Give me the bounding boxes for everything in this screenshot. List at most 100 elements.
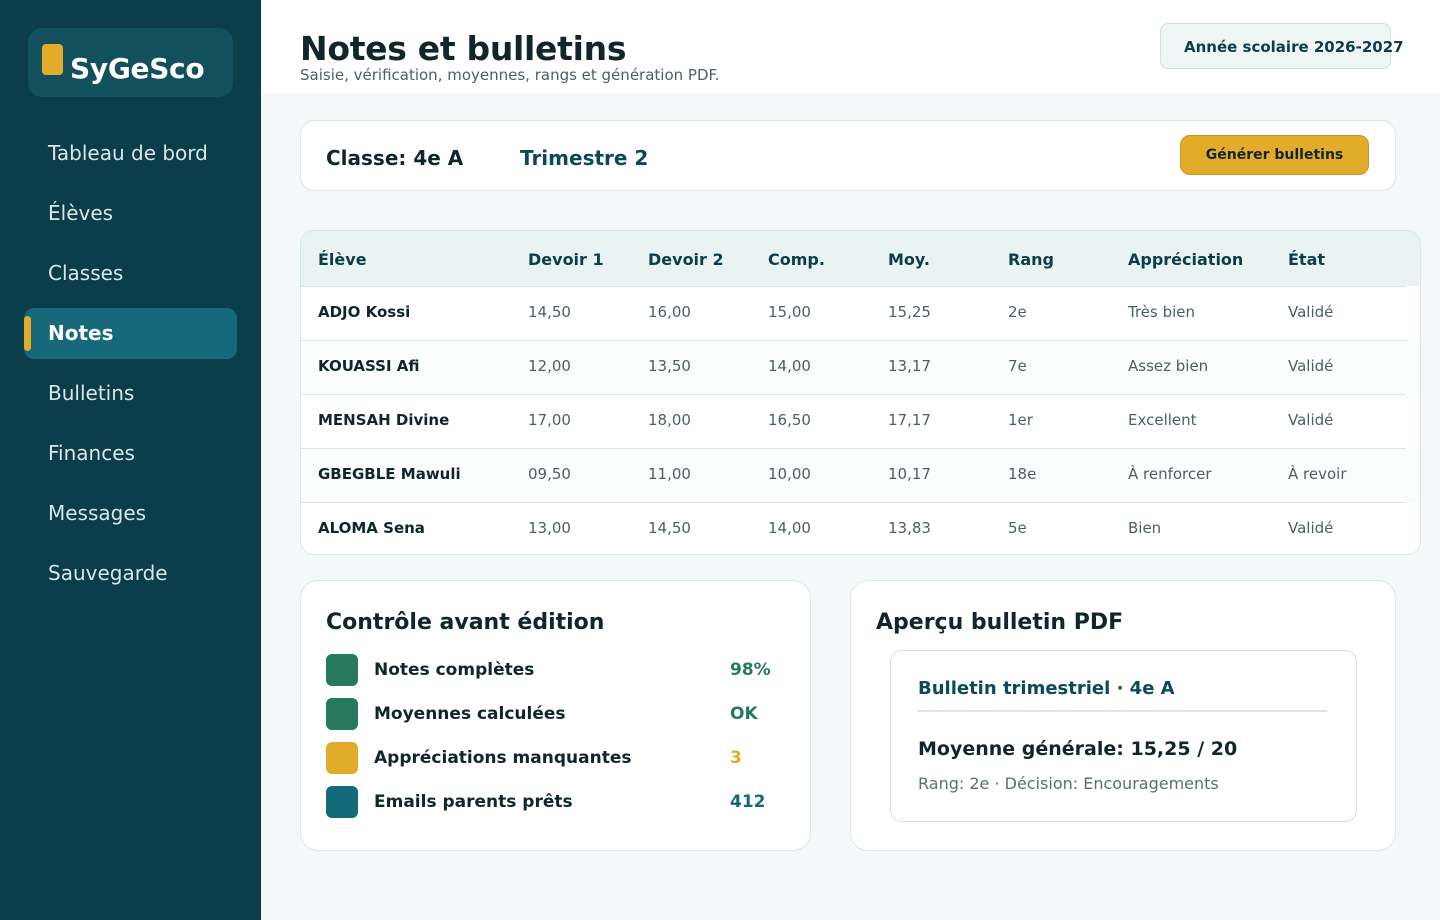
sidebar-item-backup[interactable]: Sauvegarde — [24, 548, 237, 599]
check-item-averages-computed[interactable]: Moyennes calculées OK — [326, 698, 776, 730]
pdf-preview-title: Aperçu bulletin PDF — [876, 610, 1124, 635]
column-header-average[interactable]: Moy. — [888, 250, 930, 269]
control-panel-title: Contrôle avant édition — [326, 610, 605, 635]
table-row[interactable]: GBEGBLE Mawuli 09,50 11,00 10,00 10,17 1… — [301, 448, 1420, 502]
average-grade: 10,17 — [888, 465, 931, 483]
appreciation[interactable]: À renforcer — [1128, 465, 1212, 483]
composition-grade[interactable]: 14,00 — [768, 357, 811, 375]
average-grade: 13,83 — [888, 519, 931, 537]
homework-2-grade[interactable]: 14,50 — [648, 519, 691, 537]
sidebar-item-notes[interactable]: Notes — [24, 308, 237, 359]
student-name: GBEGBLE Mawuli — [318, 465, 461, 483]
table-header: Élève Devoir 1 Devoir 2 Comp. Moy. Rang … — [301, 231, 1420, 286]
table-row[interactable]: KOUASSI Afi 12,00 13,50 14,00 13,17 7e A… — [301, 340, 1420, 394]
appreciation[interactable]: Bien — [1128, 519, 1162, 537]
homework-2-grade[interactable]: 16,00 — [648, 303, 691, 321]
column-header-student[interactable]: Élève — [318, 250, 367, 269]
status-badge: À revoir — [1288, 465, 1347, 483]
row-divider — [301, 394, 1406, 395]
bulletin-average: Moyenne générale: 15,25 / 20 — [918, 738, 1238, 760]
homework-1-grade[interactable]: 13,00 — [528, 519, 571, 537]
status-square-icon — [326, 654, 358, 686]
average-grade: 13,17 — [888, 357, 931, 375]
row-divider — [301, 448, 1406, 449]
column-header-appreciation[interactable]: Appréciation — [1128, 250, 1244, 269]
sidebar-item-label: Sauvegarde — [48, 561, 168, 585]
student-rank: 7e — [1008, 357, 1027, 375]
table-row[interactable]: ADJO Kossi 14,50 16,00 15,00 15,25 2e Tr… — [301, 286, 1420, 340]
bulletin-preview[interactable]: Bulletin trimestriel · 4e A Moyenne géné… — [890, 650, 1357, 822]
warning-square-icon — [326, 742, 358, 774]
sidebar-item-bulletins[interactable]: Bulletins — [24, 368, 237, 419]
app-name: SyGeSco — [70, 52, 205, 85]
sidebar-item-students[interactable]: Élèves — [24, 188, 237, 239]
check-item-value: 98% — [730, 660, 771, 680]
page-header: Notes et bulletins Saisie, vérification,… — [261, 0, 1440, 93]
table-row[interactable]: MENSAH Divine 17,00 18,00 16,50 17,17 1e… — [301, 394, 1420, 448]
term-selector[interactable]: Trimestre 2 — [520, 146, 649, 170]
sidebar-item-dashboard[interactable]: Tableau de bord — [24, 128, 237, 179]
class-filter-bar: Classe: 4e A Trimestre 2 Générer bulleti… — [300, 120, 1396, 191]
sidebar-item-label: Messages — [48, 501, 147, 525]
sidebar-item-finances[interactable]: Finances — [24, 428, 237, 479]
column-header-status[interactable]: État — [1288, 250, 1326, 269]
homework-1-grade[interactable]: 09,50 — [528, 465, 571, 483]
average-grade: 15,25 — [888, 303, 931, 321]
homework-2-grade[interactable]: 18,00 — [648, 411, 691, 429]
sidebar-item-label: Notes — [48, 321, 114, 345]
average-grade: 17,17 — [888, 411, 931, 429]
status-square-icon — [326, 698, 358, 730]
page-subtitle: Saisie, vérification, moyennes, rangs et… — [300, 66, 720, 84]
homework-2-grade[interactable]: 11,00 — [648, 465, 691, 483]
class-selector[interactable]: Classe: 4e A — [326, 146, 464, 170]
sidebar-item-classes[interactable]: Classes — [24, 248, 237, 299]
column-header-homework-2[interactable]: Devoir 2 — [648, 250, 724, 269]
check-item-label: Appréciations manquantes — [374, 748, 632, 768]
student-name: ADJO Kossi — [318, 303, 411, 321]
check-item-parent-emails[interactable]: Emails parents prêts 412 — [326, 786, 776, 818]
check-item-value: 412 — [730, 792, 766, 812]
grades-table: Élève Devoir 1 Devoir 2 Comp. Moy. Rang … — [300, 230, 1421, 555]
check-item-label: Emails parents prêts — [374, 792, 573, 812]
status-badge: Validé — [1288, 411, 1334, 429]
status-badge: Validé — [1288, 303, 1334, 321]
sidebar-item-label: Finances — [48, 441, 135, 465]
composition-grade[interactable]: 14,00 — [768, 519, 811, 537]
control-panel: Contrôle avant édition Notes complètes 9… — [300, 580, 811, 851]
homework-1-grade[interactable]: 17,00 — [528, 411, 571, 429]
sidebar-item-label: Classes — [48, 261, 124, 285]
composition-grade[interactable]: 16,50 — [768, 411, 811, 429]
column-header-rank[interactable]: Rang — [1008, 250, 1054, 269]
sidebar-item-label: Tableau de bord — [48, 141, 208, 165]
column-header-homework-1[interactable]: Devoir 1 — [528, 250, 604, 269]
app-logo[interactable]: SyGeSco — [28, 28, 233, 97]
table-row[interactable]: ALOMA Sena 13,00 14,50 14,00 13,83 5e Bi… — [301, 502, 1420, 554]
appreciation[interactable]: Excellent — [1128, 411, 1197, 429]
sidebar-item-label: Élèves — [48, 201, 114, 225]
sidebar-item-messages[interactable]: Messages — [24, 488, 237, 539]
check-item-grades-complete[interactable]: Notes complètes 98% — [326, 654, 776, 686]
status-badge: Validé — [1288, 357, 1334, 375]
appreciation[interactable]: Assez bien — [1128, 357, 1209, 375]
composition-grade[interactable]: 10,00 — [768, 465, 811, 483]
student-name: MENSAH Divine — [318, 411, 450, 429]
school-year-selector[interactable]: Année scolaire 2026-2027 — [1160, 23, 1404, 69]
bulletin-rank-decision: Rang: 2e · Décision: Encouragements — [918, 774, 1219, 793]
check-item-value: OK — [730, 704, 758, 724]
check-item-missing-appreciations[interactable]: Appréciations manquantes 3 — [326, 742, 776, 774]
homework-1-grade[interactable]: 14,50 — [528, 303, 571, 321]
appreciation[interactable]: Très bien — [1128, 303, 1196, 321]
page-title: Notes et bulletins — [300, 29, 627, 68]
student-name: ALOMA Sena — [318, 519, 425, 537]
status-badge: Validé — [1288, 519, 1334, 537]
composition-grade[interactable]: 15,00 — [768, 303, 811, 321]
student-rank: 5e — [1008, 519, 1027, 537]
generate-bulletins-button[interactable]: Générer bulletins — [1180, 135, 1369, 175]
column-header-composition[interactable]: Comp. — [768, 250, 825, 269]
homework-2-grade[interactable]: 13,50 — [648, 357, 691, 375]
active-indicator — [24, 316, 31, 351]
student-rank: 2e — [1008, 303, 1027, 321]
homework-1-grade[interactable]: 12,00 — [528, 357, 571, 375]
check-item-label: Moyennes calculées — [374, 704, 566, 724]
school-year-label: Année scolaire 2026-2027 — [1184, 38, 1404, 56]
